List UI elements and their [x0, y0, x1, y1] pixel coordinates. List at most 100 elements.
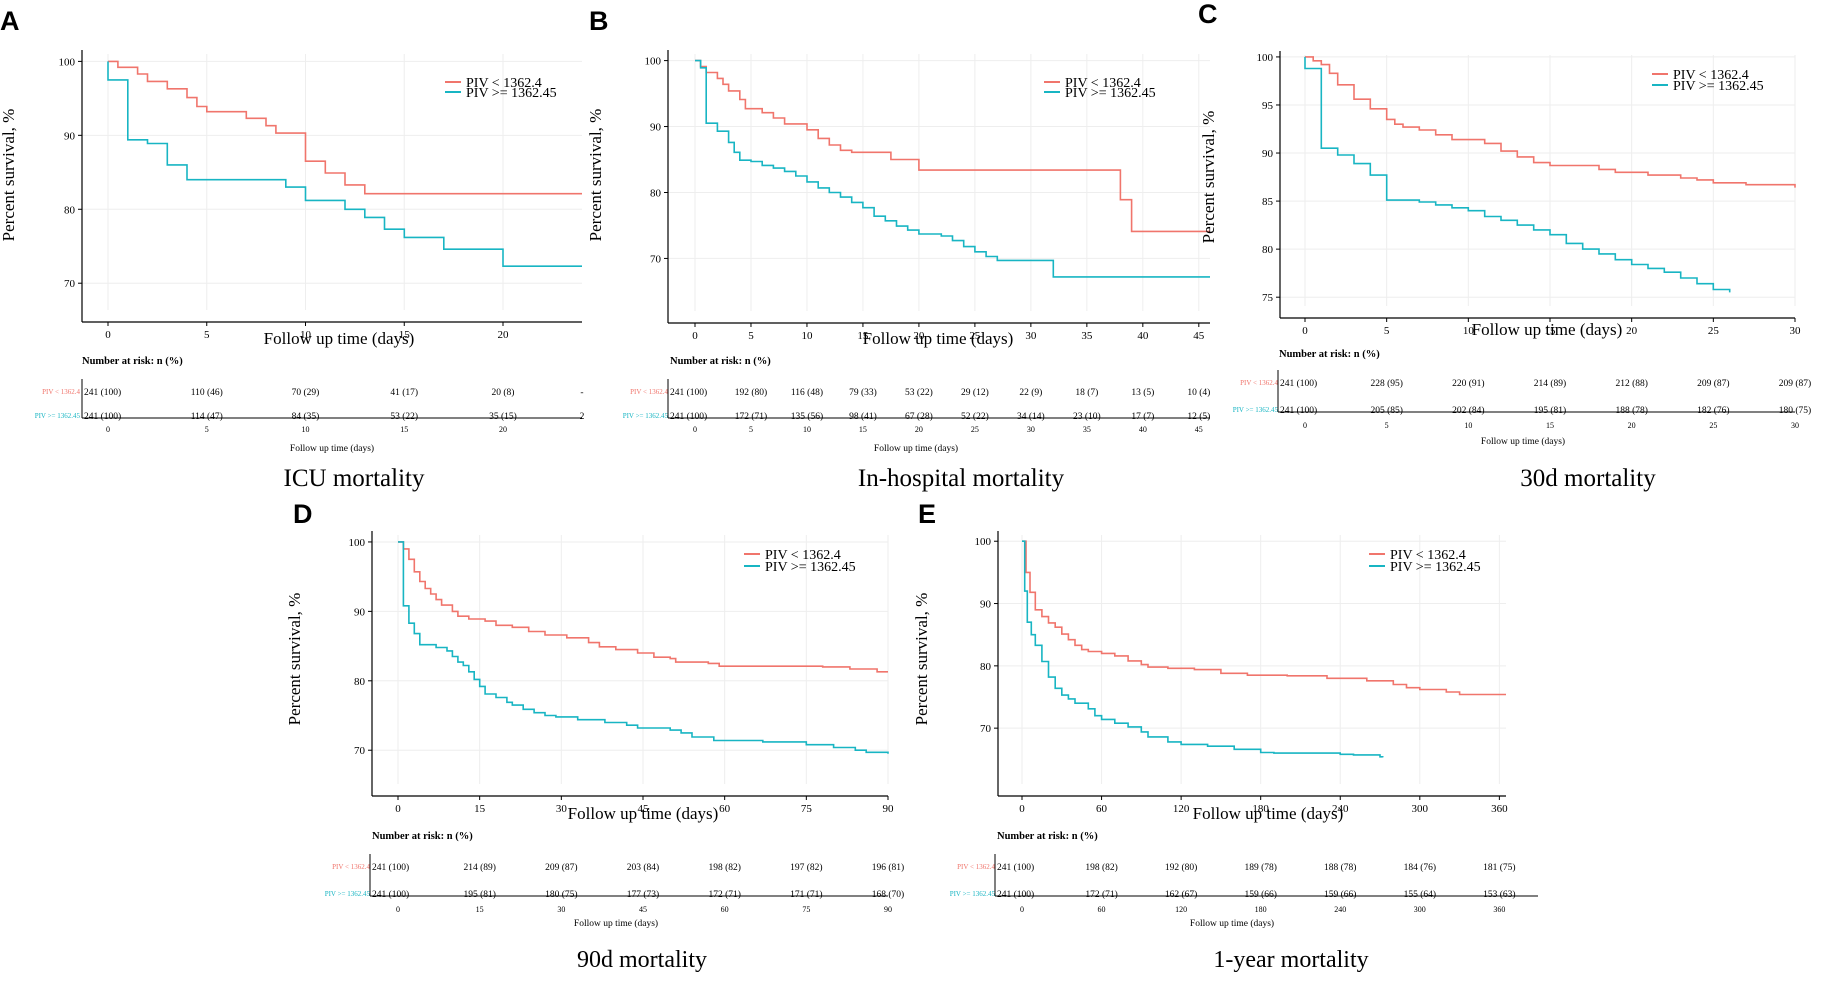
risk-cell-low: 20 (8)	[492, 387, 515, 398]
series-line-piv-low	[1305, 56, 1796, 188]
risk-x-axis-label: Follow up time (days)	[874, 443, 958, 454]
series-line-piv-low	[695, 59, 1210, 233]
series-line-piv-low	[1022, 540, 1506, 696]
legend-label-high: PIV >= 1362.45	[765, 560, 856, 575]
x-tick-label: 30	[556, 803, 568, 815]
risk-table-header: Number at risk: n (%)	[1279, 349, 1380, 360]
risk-cell-low: 228 (95)	[1370, 378, 1402, 389]
risk-tick-label: 40	[1139, 425, 1147, 434]
risk-row-label-high: PIV >= 1362.45	[623, 412, 669, 420]
risk-cell-low: 189 (78)	[1244, 862, 1276, 873]
legend-label-high: PIV >= 1362.45	[1390, 560, 1481, 575]
legend-label-high: PIV >= 1362.45	[1673, 79, 1764, 94]
panel-caption: 1-year mortality	[1213, 947, 1368, 973]
x-tick-label: 25	[969, 330, 981, 342]
risk-cell-low: 184 (76)	[1404, 862, 1436, 873]
risk-cell-high: 202 (84)	[1452, 405, 1484, 416]
risk-cell-low: 198 (82)	[1085, 862, 1117, 873]
risk-cell-low: 188 (78)	[1324, 862, 1356, 873]
risk-x-axis-label: Follow up time (days)	[290, 443, 374, 454]
risk-table-header: Number at risk: n (%)	[82, 356, 183, 367]
risk-cell-high: 84 (35)	[292, 411, 320, 422]
panel-caption: 30d mortality	[1520, 465, 1656, 492]
risk-cell-low: 241 (100)	[997, 862, 1034, 873]
risk-tick-label: 0	[1303, 421, 1307, 430]
x-tick-label: 60	[719, 803, 731, 815]
y-tick-label: 100	[349, 537, 366, 549]
risk-cell-high: 153 (63)	[1483, 889, 1515, 900]
x-tick-label: 0	[692, 330, 698, 342]
x-tick-label: 90	[883, 803, 895, 815]
risk-row-label-low: PIV < 1362.4	[332, 863, 370, 871]
risk-tick-label: 75	[802, 905, 810, 914]
risk-tick-label: 5	[749, 425, 753, 434]
x-tick-label: 5	[204, 329, 210, 341]
risk-cell-high: 195 (81)	[463, 889, 495, 900]
risk-tick-label: 0	[693, 425, 697, 434]
x-tick-label: 15	[1545, 325, 1557, 337]
legend-label-low: PIV < 1362.4	[466, 76, 542, 91]
risk-cell-low: 212 (88)	[1615, 378, 1647, 389]
panel-caption: In-hospital mortality	[858, 465, 1065, 492]
risk-tick-label: 20	[499, 425, 507, 434]
x-tick-label: 20	[1626, 325, 1638, 337]
y-tick-label: 80	[980, 661, 992, 673]
y-tick-label: 90	[980, 599, 992, 611]
x-tick-label: 35	[1081, 330, 1093, 342]
legend-label-low: PIV < 1362.4	[1673, 68, 1749, 83]
risk-tick-label: 20	[1628, 421, 1636, 430]
y-tick-label: 85	[1262, 196, 1274, 208]
risk-cell-high: 241 (100)	[1280, 405, 1317, 416]
x-tick-label: 10	[300, 329, 312, 341]
x-tick-label: 0	[1019, 803, 1025, 815]
risk-cell-high: 155 (64)	[1404, 889, 1436, 900]
risk-cell-high: 180 (75)	[1779, 405, 1811, 416]
risk-cell-high: 177 (73)	[627, 889, 659, 900]
y-axis-label: Percent survival, %	[586, 109, 605, 242]
risk-tick-label: 30	[1791, 421, 1799, 430]
risk-tick-label: 360	[1493, 905, 1505, 914]
risk-table-header: Number at risk: n (%)	[670, 356, 771, 367]
y-tick-label: 90	[650, 122, 662, 134]
risk-tick-label: 10	[302, 425, 310, 434]
x-tick-label: 20	[498, 329, 510, 341]
y-tick-label: 70	[980, 723, 992, 735]
risk-row-label-high: PIV >= 1362.45	[325, 890, 371, 898]
risk-x-axis-label: Follow up time (days)	[1190, 918, 1274, 929]
risk-cell-low: 13 (5)	[1131, 387, 1154, 398]
risk-cell-low: 79 (33)	[849, 387, 877, 398]
risk-cell-high: 2	[580, 412, 585, 422]
x-tick-label: 240	[1332, 803, 1349, 815]
risk-tick-label: 30	[557, 905, 565, 914]
y-tick-label: 100	[645, 56, 662, 68]
x-tick-label: 15	[857, 330, 869, 342]
series-line-piv-high	[398, 541, 889, 754]
risk-cell-high: 67 (28)	[905, 411, 933, 422]
risk-cell-low: 192 (80)	[1165, 862, 1197, 873]
y-axis-label: Percent survival, %	[0, 109, 18, 242]
series-line-piv-high	[1304, 56, 1731, 293]
risk-tick-label: 90	[884, 905, 892, 914]
x-tick-label: 20	[913, 330, 925, 342]
risk-cell-high: 98 (41)	[849, 411, 877, 422]
risk-cell-high: 241 (100)	[372, 889, 409, 900]
risk-cell-high: 53 (22)	[390, 411, 418, 422]
risk-cell-low: 198 (82)	[708, 862, 740, 873]
y-tick-label: 70	[64, 278, 76, 290]
risk-cell-low: 41 (17)	[390, 387, 418, 398]
y-tick-label: 80	[354, 676, 366, 688]
x-tick-label: 45	[1193, 330, 1205, 342]
risk-cell-high: 135 (56)	[791, 411, 823, 422]
risk-cell-low: 203 (84)	[627, 862, 659, 873]
x-tick-label: 0	[105, 329, 111, 341]
x-tick-label: 360	[1491, 803, 1508, 815]
risk-tick-label: 300	[1414, 905, 1426, 914]
risk-cell-high: 34 (14)	[1017, 411, 1045, 422]
risk-x-axis-label: Follow up time (days)	[574, 918, 658, 929]
risk-tick-label: 5	[1385, 421, 1389, 430]
risk-cell-high: 195 (81)	[1534, 405, 1566, 416]
risk-table-header: Number at risk: n (%)	[997, 831, 1098, 842]
